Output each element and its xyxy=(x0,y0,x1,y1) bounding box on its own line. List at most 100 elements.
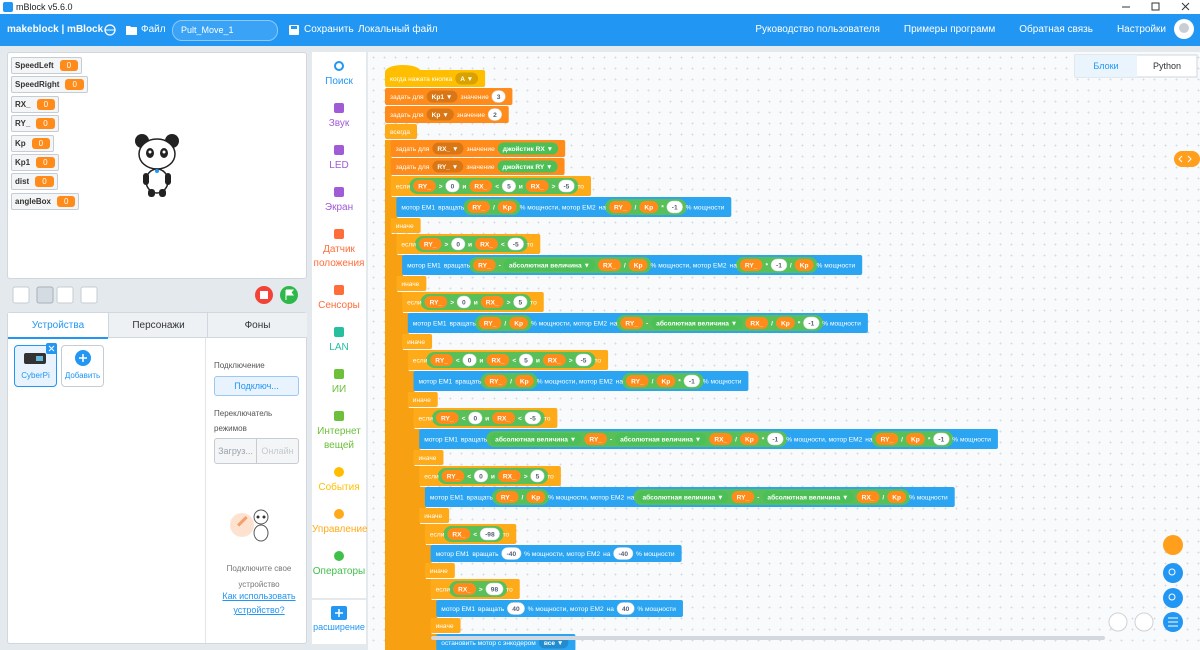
layout-button[interactable] xyxy=(36,286,54,304)
block-text: и xyxy=(468,241,472,248)
tab-python[interactable]: Python xyxy=(1153,61,1181,71)
redo-button[interactable] xyxy=(1134,612,1154,632)
block[interactable]: если RX_ < -98 то xyxy=(385,524,517,545)
remove-device[interactable] xyxy=(46,343,57,354)
mode-switch[interactable]: Загруз... Онлайн xyxy=(214,438,299,464)
connect-button[interactable]: Подключ... xyxy=(214,376,299,396)
category[interactable]: LAN xyxy=(312,318,366,360)
menu-link[interactable]: Обратная связь xyxy=(1019,24,1093,35)
category[interactable]: Сенсоры xyxy=(312,276,366,318)
variable-name: RY_ xyxy=(15,119,31,129)
menu-local-file[interactable]: Локальный файл xyxy=(358,24,438,35)
block-text: < xyxy=(456,357,460,364)
menu-file[interactable]: Файл xyxy=(141,24,166,35)
extension-button[interactable]: расширение xyxy=(312,600,366,644)
block[interactable]: иначе xyxy=(385,334,433,350)
block[interactable]: задать для RX_ ▼ значение джойстик RX ▼ xyxy=(385,140,566,158)
block[interactable]: иначе xyxy=(385,218,421,234)
zoom-out[interactable] xyxy=(1163,588,1183,608)
menu-save[interactable]: Сохранить xyxy=(304,24,354,35)
block[interactable]: иначе xyxy=(385,563,455,579)
block[interactable]: мотор EM1 вращать 40 % мощности, мотор EM2 н… xyxy=(385,600,683,618)
help-link[interactable]: Как использовать устройство? xyxy=(222,591,296,615)
block[interactable]: если RX_ >98 то xyxy=(385,579,520,600)
panda-sprite[interactable] xyxy=(132,131,182,201)
variable-name: SpeedRight xyxy=(15,80,60,90)
block[interactable]: иначе xyxy=(385,450,444,466)
clean-button[interactable] xyxy=(1163,535,1183,555)
device-card[interactable]: CyberPi xyxy=(14,343,57,387)
operator-bands xyxy=(432,410,545,426)
block[interactable]: если RY_ >0 и RX_ <5 и RX_ > -5 то xyxy=(385,176,591,197)
tab-blocks[interactable]: Блоки xyxy=(1093,61,1118,71)
block[interactable]: задать для RY_ ▼ значение джойстик RY ▼ xyxy=(385,158,565,176)
block[interactable]: задать для Kp ▼ значение 2 xyxy=(385,106,509,123)
mode-upload[interactable]: Загруз... xyxy=(215,439,257,463)
menu-link[interactable]: Настройки xyxy=(1116,24,1166,35)
avatar[interactable] xyxy=(1173,18,1195,40)
category[interactable]: ИИ xyxy=(312,360,366,402)
block[interactable]: если RY_ >0 и RX_ >5 то xyxy=(385,292,544,313)
block-text: мотор EM1 xyxy=(401,204,435,211)
fullscreen-button[interactable] xyxy=(12,286,30,304)
block[interactable]: мотор EM1 вращать RY_ / Kp % мощности, мотор … xyxy=(385,371,749,392)
category[interactable]: Датчик положения xyxy=(312,220,366,276)
menu-link[interactable]: Руководство пользователя xyxy=(755,24,880,35)
block[interactable]: задать для Kp1 ▼ значение 3 xyxy=(385,88,513,105)
undo-button[interactable] xyxy=(1108,612,1128,632)
zoom-in[interactable] xyxy=(1163,563,1183,583)
tab-sprites[interactable]: Персонажи xyxy=(108,313,208,338)
block[interactable]: мотор EM1 вращать RY_ / Kp % мощности, мотор … xyxy=(385,487,955,508)
add-device[interactable]: Добавить xyxy=(61,345,104,387)
block-text: % мощности xyxy=(909,494,948,501)
block[interactable]: иначе xyxy=(385,618,461,634)
block-text: то xyxy=(527,241,534,248)
block[interactable]: мотор EM1 вращать RY_ / Kp % мощности, мотор … xyxy=(385,313,868,334)
window-controls[interactable] xyxy=(1110,0,1200,14)
block[interactable]: мотор EM1 вращать RY_ / Kp % мощности, мотор … xyxy=(385,197,732,218)
block[interactable]: если RY_ <0 и RX_ <5 и RX_ > -5 то xyxy=(385,350,609,371)
block[interactable]: если RY_ <0 и RX_ >5 то xyxy=(385,466,561,487)
category[interactable]: События xyxy=(312,458,366,500)
block[interactable]: иначе xyxy=(385,276,427,292)
block[interactable]: если RY_ <0 и RX_ < -5 то xyxy=(385,408,558,429)
block[interactable]: мотор EM1 вращать -40 % мощности, мотор EM2… xyxy=(385,545,682,563)
block-text: и xyxy=(536,357,540,364)
input-v xyxy=(875,433,899,445)
block-text: задать для xyxy=(396,164,430,171)
menu-link[interactable]: Примеры программ xyxy=(903,24,996,35)
block[interactable]: иначе xyxy=(385,392,438,408)
block[interactable]: мотор EM1 вращать RY_ - абсолютная величина … xyxy=(385,255,863,276)
block-text: если xyxy=(430,531,445,538)
category[interactable]: Операторы xyxy=(312,542,366,584)
block[interactable]: когда нажата кнопка A ▼ xyxy=(385,65,486,87)
block-text: 0 xyxy=(479,473,483,480)
layout-button[interactable] xyxy=(80,286,98,304)
c-block-arm xyxy=(385,218,392,234)
block-text: * xyxy=(661,204,664,211)
category[interactable]: Поиск xyxy=(312,52,366,94)
block-text: 0 xyxy=(451,183,455,190)
block-text: A ▼ xyxy=(460,76,473,83)
block-text: / xyxy=(493,204,495,211)
block-text: -1 xyxy=(938,436,944,443)
block[interactable]: если RY_ >0 и RX_ < -5 то xyxy=(385,234,541,255)
globe-icon[interactable] xyxy=(104,24,116,36)
project-name-field[interactable]: Pult_Move_1 xyxy=(172,20,278,41)
tab-devices[interactable]: Устройства xyxy=(8,313,108,339)
layout-button[interactable] xyxy=(56,286,74,304)
tab-backdrops[interactable]: Фоны xyxy=(207,313,307,338)
block[interactable]: иначе xyxy=(385,508,450,524)
category[interactable]: Управление xyxy=(312,500,368,542)
block[interactable]: всегда xyxy=(385,124,418,139)
category[interactable]: Интернет вещей xyxy=(312,402,366,458)
category[interactable]: LED xyxy=(312,136,366,178)
block-text: RX_ xyxy=(474,183,487,190)
category[interactable]: Звук xyxy=(312,94,366,136)
block[interactable]: мотор EM1 вращать абсолютная величина ▼ RY_… xyxy=(385,429,998,450)
code-toggle[interactable] xyxy=(1174,151,1200,167)
category[interactable]: Экран xyxy=(312,178,366,220)
extension-label: расширение xyxy=(313,622,365,632)
mode-online[interactable]: Онлайн xyxy=(261,446,294,456)
c-block-arm xyxy=(385,313,409,334)
